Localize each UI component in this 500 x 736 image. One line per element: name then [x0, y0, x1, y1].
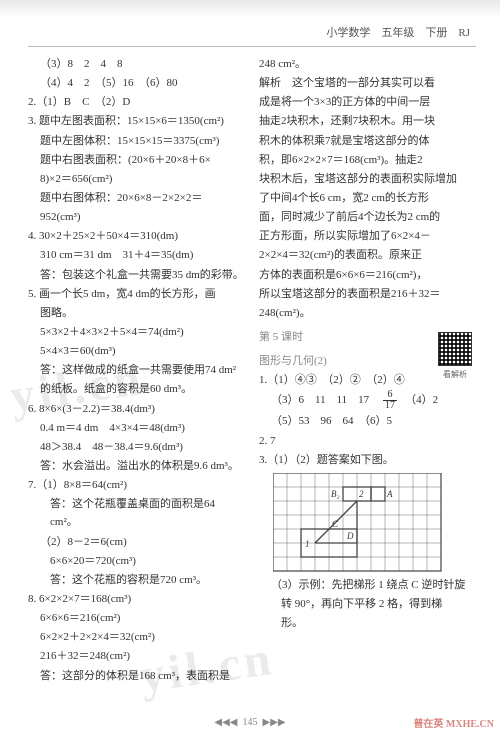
text-line: 7.（1）8×8＝64(cm²)	[28, 476, 245, 494]
text-line: 转 90°，再向下平移 2 格，得到梯	[259, 595, 476, 613]
text-line: 答：这个花瓶的容积是720 cm³。	[28, 571, 245, 589]
text-line: 8. 6×2×2×7＝168(cm³)	[28, 590, 245, 608]
text-line: 形。	[259, 614, 476, 632]
text-line: 2. 7	[259, 432, 476, 450]
text-line: 248(cm²)。	[259, 304, 476, 322]
svg-text:1: 1	[305, 539, 310, 549]
text-line: 积，即6×2×2×7＝168(cm³)。抽走2	[259, 151, 476, 169]
text-line: 答：水会溢出。溢出水的体积是9.6 dm³。	[28, 457, 245, 475]
qr-icon	[438, 332, 472, 366]
text-line: 答：这个花瓶覆盖桌面的面积是64 cm²。	[28, 495, 245, 531]
svg-text:C: C	[332, 519, 339, 529]
text-line: 2.（1）B C （2）D	[28, 93, 245, 111]
text-line: 3. 题中左图表面积：15×15×6＝1350(cm²)	[28, 112, 245, 130]
text-line: 答：这样做成的纸盒一共需要使用74 dm²	[28, 361, 245, 379]
text-line: 8)×2＝656(cm²)	[28, 170, 245, 188]
text-line: 216＋32＝248(cm²)	[28, 647, 245, 665]
text-line: 6×6×20＝720(cm³)	[28, 552, 245, 570]
grid-figure: B₂ 2 A CD 1	[273, 473, 476, 572]
text-line: 48＞38.4 48－38.4＝9.6(dm³)	[28, 438, 245, 456]
svg-text:B₂: B₂	[331, 489, 340, 499]
text-line: 5×3×2＋4×3×2＋5×4＝74(dm²)	[28, 323, 245, 341]
text-line: 正方形面，所以实际增加了6×2×4－	[259, 227, 476, 245]
text-line: （2）8－2＝6(cm)	[28, 533, 245, 551]
text-line: 310 cm＝31 dm 31＋4＝35(dm)	[28, 246, 245, 264]
header-rule	[28, 46, 476, 47]
text-line: （3）6 11 11 17 6 17 （4）2	[259, 390, 476, 411]
svg-text:2: 2	[359, 489, 364, 499]
text-line: 解析 这个宝塔的一部分其实可以看	[259, 74, 476, 92]
fraction: 6 17	[383, 390, 397, 411]
text-line: 答：包装这个礼盒一共需要35 dm的彩带。	[28, 266, 245, 284]
text-line: 成是将一个3×3的正方体的中间一层	[259, 93, 476, 111]
page-number: 145	[243, 717, 258, 728]
text-line: （5）53 96 64 （6）5	[259, 412, 476, 430]
text-line: 4. 30×2＋25×2＋50×4＝310(dm)	[28, 227, 245, 245]
corner-logo: 普在英 MXHE.CN	[413, 715, 494, 730]
svg-text:D: D	[346, 531, 354, 541]
text-line: 题中右图表面积：(20×6＋20×8＋6×	[28, 151, 245, 169]
text-line: 块积木后，宝塔这部分的表面积实际增加	[259, 170, 476, 188]
text-line: （3）示例：先把梯形 1 绕点 C 逆时针旋	[259, 576, 476, 594]
text-line: 6×6×6＝216(cm²)	[28, 609, 245, 627]
header-title: 小学数学 五年级 下册 RJ	[28, 24, 476, 40]
text-line: 了中间4个长6 cm，宽2 cm的长方形	[259, 189, 476, 207]
text-line: 积木的体积乘7就是宝塔这部分的体	[259, 132, 476, 150]
text-line: 面，同时减少了前后4个边长为2 cm的	[259, 208, 476, 226]
text-line: 952(cm³)	[28, 208, 245, 226]
text-line: 2×2×4＝32(cm²)的表面积。原来正	[259, 246, 476, 264]
left-column: （3）8 2 4 8 （4）4 2 （5）16 （6）80 2.（1）B C （…	[28, 55, 245, 686]
text-line: （4）4 2 （5）16 （6）80	[28, 74, 245, 92]
columns: （3）8 2 4 8 （4）4 2 （5）16 （6）80 2.（1）B C （…	[28, 55, 476, 686]
svg-text:A: A	[386, 489, 393, 499]
grid-svg: B₂ 2 A CD 1	[273, 473, 442, 572]
footer-deco-right: ▶▶▶	[263, 717, 286, 728]
text-line: 3.（1）（2）题答案如下图。	[259, 451, 476, 469]
text-line: 答：这部分的体积是168 cm³，表面积是	[28, 667, 245, 685]
text-line: 方体的表面积是6×6×6＝216(cm²)，	[259, 266, 476, 284]
qr-label: 看解析	[443, 370, 467, 379]
qr-block: 看解析	[434, 332, 476, 381]
page: 小学数学 五年级 下册 RJ yil.cn yil.cn （3）8 2 4 8 …	[0, 0, 500, 736]
right-column: 248 cm²。 解析 这个宝塔的一部分其实可以看 成是将一个3×3的正方体的中…	[259, 55, 476, 686]
text-line: 5×4×3＝60(dm³)	[28, 342, 245, 360]
text-line: 0.4 m＝4 dm 4×3×4＝48(dm³)	[28, 419, 245, 437]
text-line: 5. 画一个长5 dm，宽4 dm的长方形，画	[28, 285, 245, 303]
text-line: 题中右图体积：20×6×8－2×2×2＝	[28, 189, 245, 207]
text-fragment: （3）6 11 11 17	[271, 394, 380, 406]
text-line: 6. 8×6×(3－2.2)＝38.4(dm³)	[28, 400, 245, 418]
text-line: 所以宝塔这部分的表面积是216＋32＝	[259, 285, 476, 303]
fraction-den: 17	[383, 401, 397, 411]
text-line: 248 cm²。	[259, 55, 476, 73]
footer-deco-left: ◀◀◀	[214, 717, 237, 728]
text-line: 题中左图体积：15×15×15＝3375(cm³)	[28, 132, 245, 150]
text-line: 的纸板。纸盒的容积是60 dm³。	[28, 380, 245, 398]
text-line: （3）8 2 4 8	[28, 55, 245, 73]
text-line: 6×2×2＋2×2×4＝32(cm²)	[28, 628, 245, 646]
text-line: 图略。	[28, 304, 245, 322]
text-line: 抽走2块积木，还剩7块积木。用一块	[259, 112, 476, 130]
header-band	[0, 0, 500, 18]
text-fragment: （4）2	[400, 394, 439, 406]
